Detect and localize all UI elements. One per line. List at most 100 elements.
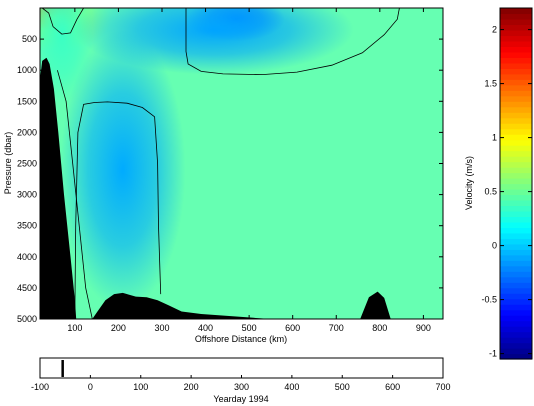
time-tick-label: 500	[335, 382, 350, 392]
x-tick-label: 500	[242, 323, 257, 333]
colorbar-tick-label: 0	[492, 241, 497, 251]
colorbar-band	[500, 84, 532, 91]
time-tick-label: 700	[435, 382, 450, 392]
colorbar-ticks: -1 -0.5 0 0.5 1 1.5 2	[481, 25, 532, 359]
time-tick-label: -100	[31, 382, 49, 392]
colorbar-band	[500, 24, 532, 31]
colorbar-band	[500, 90, 532, 97]
colorbar-bands	[500, 8, 532, 360]
colorbar-band	[500, 35, 532, 42]
colorbar-band	[500, 128, 532, 135]
colorbar-band	[500, 79, 532, 86]
x-tick-label: 800	[372, 323, 387, 333]
colorbar-band	[500, 95, 532, 102]
colorbar-band	[500, 40, 532, 47]
colorbar-band	[500, 178, 532, 185]
colorbar-band	[500, 320, 532, 327]
colorbar-band	[500, 337, 532, 344]
colorbar-band	[500, 309, 532, 316]
velocity-field	[40, 8, 354, 310]
time-axis: -100 0 100 200 300 400 500 600 700 Yearday 1994	[31, 357, 451, 404]
colorbar-tick-label: -0.5	[481, 295, 497, 305]
colorbar-band	[500, 348, 532, 355]
colorbar-band	[500, 13, 532, 20]
colorbar-band	[500, 134, 532, 141]
colorbar-label: Velocity (m/s)	[464, 156, 474, 210]
colorbar-band	[500, 29, 532, 37]
y-tick-label: 4500	[17, 283, 37, 293]
colorbar-box	[499, 7, 533, 360]
x-tick-label: 600	[285, 323, 300, 333]
colorbar-band	[500, 57, 532, 64]
colorbar-band	[500, 123, 532, 130]
colorbar-band	[500, 167, 532, 174]
colorbar-band	[500, 249, 532, 256]
colorbar-band	[500, 68, 532, 75]
colorbar-band	[500, 73, 532, 80]
colorbar-band	[500, 62, 532, 69]
colorbar-band	[500, 304, 532, 311]
x-tick-label: 100	[67, 323, 82, 333]
zero-contour-line	[185, 8, 400, 76]
x-tick-label: 400	[198, 323, 213, 333]
colorbar-tick-label: -1	[489, 349, 497, 359]
colorbar-band	[500, 298, 532, 305]
colorbar-band	[500, 199, 532, 207]
colorbar-tick-label: 0.5	[484, 187, 497, 197]
colorbar-band	[500, 265, 532, 272]
zero-contour-line	[57, 70, 93, 319]
colorbar-band	[500, 260, 532, 267]
y-tick-label: 4000	[17, 252, 37, 262]
colorbar-band	[500, 106, 532, 113]
zero-contour-line	[74, 101, 162, 310]
colorbar-band	[500, 46, 532, 53]
x-tick-label: 300	[154, 323, 169, 333]
colorbar-band	[500, 101, 532, 108]
time-xlabel: Yearday 1994	[213, 394, 268, 404]
colorbar-band	[500, 8, 532, 15]
time-tick-label: 600	[385, 382, 400, 392]
colorbar-band	[500, 139, 532, 146]
colorbar-band	[500, 51, 532, 58]
colorbar-band	[500, 342, 532, 349]
colorbar-band	[500, 353, 532, 360]
section-ticks: 100 200 300 400 500 600 700 800 900 500 1000 1500 20…	[17, 8, 443, 333]
colorbar-band	[500, 331, 532, 338]
colorbar-band	[500, 210, 532, 217]
colorbar-band	[500, 18, 532, 26]
colorbar-band	[500, 112, 532, 119]
colorbar-band	[500, 243, 532, 250]
y-tick-label: 1000	[17, 65, 37, 75]
colorbar: -1 -0.5 0 0.5 1 1.5 2 Velocity (m/s)	[464, 7, 533, 360]
section-plot: 100 200 300 400 500 600 700 800 900 500 1000 1500 20…	[3, 7, 444, 344]
time-tick-label: 100	[133, 382, 148, 392]
colorbar-band	[500, 271, 532, 278]
colorbar-band	[500, 232, 532, 239]
colorbar-band	[500, 194, 532, 201]
time-tick-label: 200	[184, 382, 199, 392]
colorbar-band	[500, 172, 532, 179]
section-ylabel: Pressure (dbar)	[3, 132, 13, 195]
colorbar-tick-label: 1.5	[484, 79, 497, 89]
colorbar-band	[500, 238, 532, 245]
colorbar-tick-label: 2	[492, 25, 497, 35]
colorbar-band	[500, 216, 532, 223]
colorbar-band	[500, 161, 532, 168]
colorbar-band	[500, 188, 532, 196]
time-ticks: -100 0 100 200 300 400 500 600 700	[31, 375, 451, 392]
time-tick-label: 400	[284, 382, 299, 392]
colorbar-band	[500, 156, 532, 163]
colorbar-band	[500, 227, 532, 234]
y-tick-label: 1500	[17, 96, 37, 106]
y-tick-label: 3500	[17, 221, 37, 231]
time-tick-label: 300	[234, 382, 249, 392]
x-tick-label: 900	[416, 323, 431, 333]
colorbar-band	[500, 183, 532, 190]
y-tick-label: 2000	[17, 127, 37, 137]
colorbar-band	[500, 254, 532, 261]
colorbar-band	[500, 145, 532, 152]
y-tick-label: 3000	[17, 190, 37, 200]
colorbar-band	[500, 282, 532, 289]
y-tick-label: 2500	[17, 159, 37, 169]
